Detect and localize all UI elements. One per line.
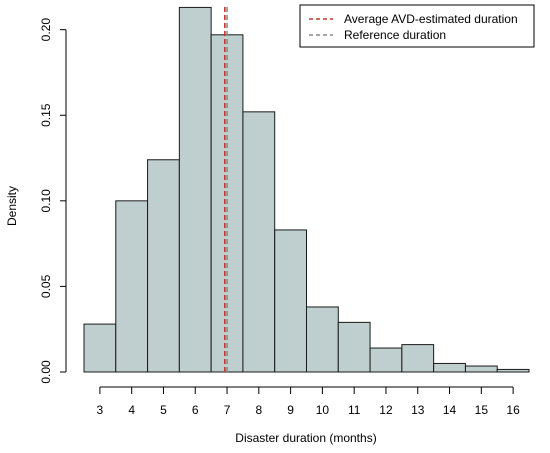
histogram-bar: [178, 6, 212, 373]
x-axis: 3 4 5 6 7 8 9 10 11 12 13 14 15 16: [97, 386, 520, 417]
y-tick-label: 0.10: [39, 189, 53, 213]
x-tick-label: 10: [316, 403, 330, 417]
legend-entry-label: Average AVD-estimated duration: [344, 12, 518, 26]
y-tick-label: 0.05: [39, 274, 53, 298]
reference-lines: [224, 4, 228, 372]
x-tick-label: 15: [475, 403, 489, 417]
legend-entry-label: Reference duration: [344, 28, 446, 42]
x-tick-label: 14: [443, 403, 457, 417]
x-axis-label: Disaster duration (months): [235, 431, 376, 445]
x-tick-label: 4: [128, 403, 135, 417]
y-tick-label: 0.20: [39, 18, 53, 42]
histogram-bar: [83, 323, 117, 373]
histogram-bar: [401, 344, 435, 373]
histogram-bar: [337, 321, 371, 373]
y-axis: 0.00 0.05 0.10 0.15 0.20: [39, 18, 67, 384]
x-tick-label: 6: [192, 403, 199, 417]
y-tick-label: 0.00: [39, 360, 53, 384]
histogram-bars: [83, 6, 530, 373]
histogram-bar: [274, 229, 308, 373]
x-tick-label: 12: [379, 403, 393, 417]
x-tick-label: 16: [506, 403, 520, 417]
histogram-bar: [496, 368, 530, 373]
x-tick-label: 11: [348, 403, 361, 417]
x-tick-label: 8: [255, 403, 262, 417]
histogram-bar: [464, 365, 498, 373]
x-tick-label: 3: [97, 403, 104, 417]
legend-box: [299, 4, 535, 48]
y-tick-label: 0.15: [39, 103, 53, 127]
histogram-bar: [369, 347, 403, 373]
histogram-bar: [242, 111, 276, 373]
x-tick-label: 5: [160, 403, 167, 417]
x-tick-label: 13: [411, 403, 425, 417]
x-tick-label: 9: [287, 403, 294, 417]
histogram-bar: [433, 362, 466, 373]
histogram-bar: [147, 159, 180, 373]
y-axis-label: Density: [5, 186, 19, 226]
x-tick-label: 7: [224, 403, 231, 417]
histogram-bar: [306, 306, 339, 373]
histogram-bar: [115, 200, 149, 373]
legend: Average AVD-estimated duration Reference …: [299, 4, 535, 48]
